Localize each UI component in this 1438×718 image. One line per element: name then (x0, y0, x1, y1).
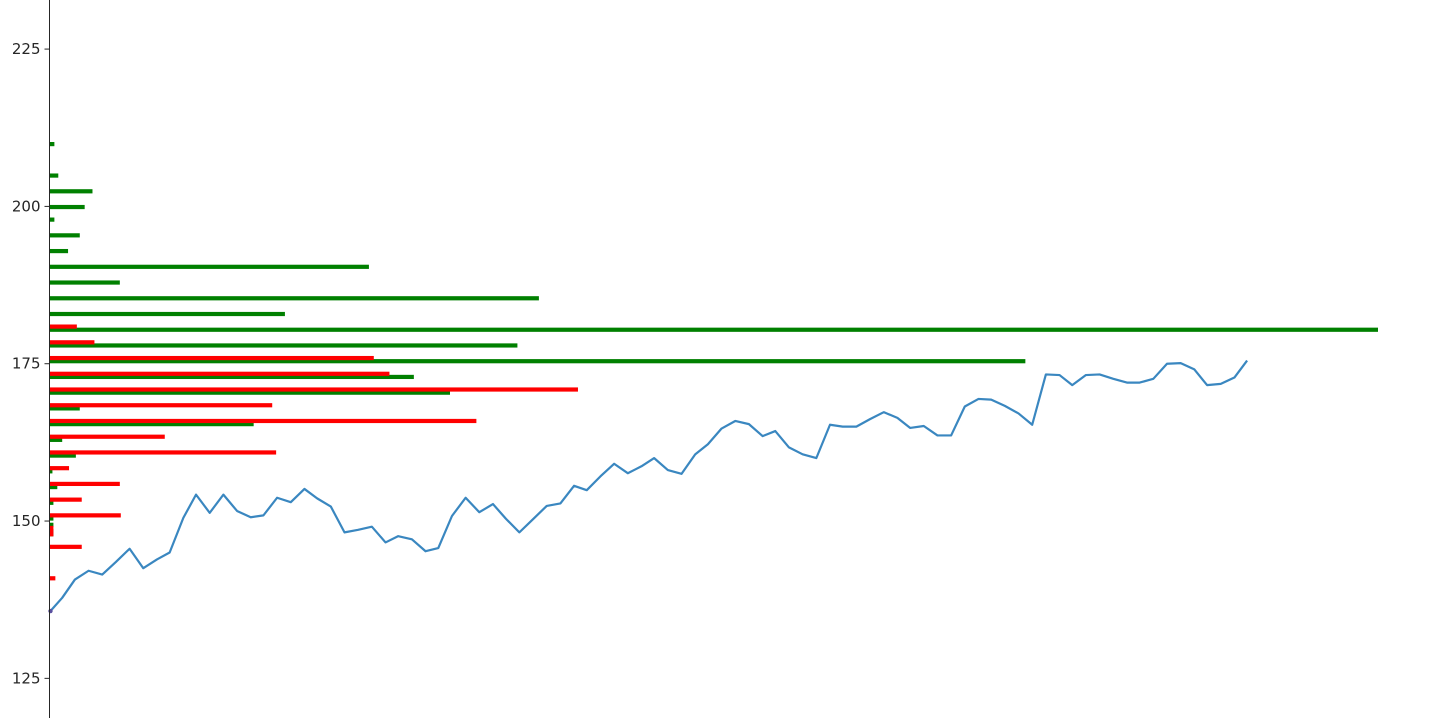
y-tick-label-4: 225 (12, 40, 41, 58)
up-volume-bar-8 (49, 280, 120, 285)
down-volume-bar-12 (49, 513, 121, 518)
up-volume-bar-21 (49, 484, 58, 490)
down-volume-bar-17 (49, 576, 56, 581)
y-tick-label-3: 200 (12, 197, 41, 215)
up-volume-bar-23 (49, 516, 54, 521)
up-volume-bar-14 (49, 374, 414, 380)
up-volume-bar-16 (49, 406, 80, 411)
up-volume-bar-15 (49, 390, 450, 395)
up-volume-bars (49, 142, 1378, 537)
up-volume-bar-4 (49, 217, 55, 222)
down-volume-bar-11 (49, 497, 82, 502)
up-volume-bar-19 (49, 453, 76, 458)
down-volume-bar-0 (49, 324, 77, 329)
y-tick-label-1: 150 (12, 512, 41, 530)
up-volume-bar-13 (49, 359, 1026, 364)
down-volume-bars (49, 324, 578, 581)
price-line-layer (48, 359, 1248, 614)
up-volume-bar-11 (49, 327, 1378, 332)
down-volume-bar-15 (49, 532, 54, 537)
up-volume-bar-10 (49, 311, 285, 317)
down-volume-bar-7 (49, 434, 165, 439)
down-volume-bar-2 (49, 355, 374, 361)
down-volume-bar-8 (49, 450, 277, 455)
up-volume-bar-22 (49, 500, 54, 505)
down-volume-bar-4 (49, 387, 578, 392)
down-volume-bar-16 (49, 544, 82, 549)
down-volume-bar-10 (49, 481, 120, 487)
down-volume-bar-5 (49, 403, 273, 408)
up-volume-bar-7 (49, 264, 369, 269)
up-volume-bar-12 (49, 343, 518, 348)
down-volume-bar-9 (49, 466, 70, 471)
price-line-start-point (48, 608, 53, 614)
up-volume-bar-5 (49, 233, 80, 238)
y-tick-label-0: 125 (12, 669, 41, 687)
up-volume-bar-2 (49, 189, 93, 194)
down-volume-bar-3 (49, 371, 390, 376)
y-axis-ticks: 125 150 175 200 225 (12, 40, 50, 687)
down-volume-bar-6 (49, 418, 477, 424)
price-line (49, 359, 1248, 612)
up-volume-bar-24 (49, 522, 54, 527)
up-volume-bar-0 (49, 142, 55, 147)
up-volume-bar-18 (49, 437, 63, 442)
down-volume-bar-14 (49, 529, 54, 534)
up-volume-bar-6 (49, 248, 69, 254)
y-tick-label-2: 175 (12, 355, 41, 373)
down-volume-bar-13 (49, 525, 54, 531)
up-volume-bar-1 (49, 173, 59, 178)
up-volume-bar-17 (49, 422, 254, 427)
down-volume-bar-1 (49, 340, 95, 345)
up-volume-bar-20 (49, 469, 53, 474)
up-volume-bar-3 (49, 204, 85, 210)
up-volume-bar-9 (49, 296, 539, 301)
